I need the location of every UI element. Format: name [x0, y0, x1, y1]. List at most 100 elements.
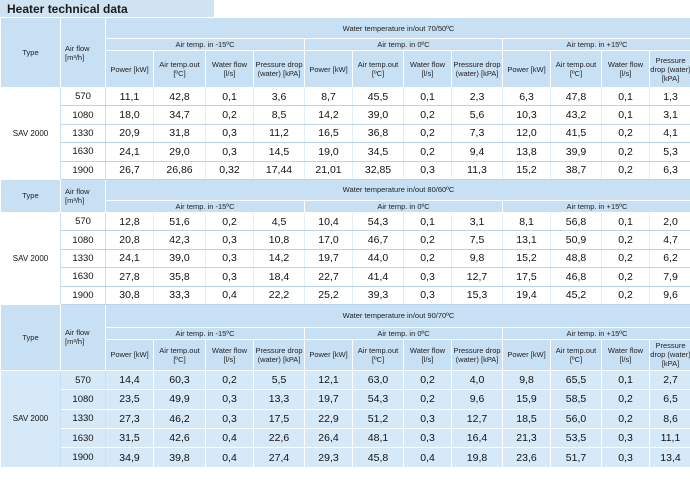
value-cell: 46,8 [550, 267, 602, 287]
value-cell: 12,0 [502, 123, 551, 144]
value-cell: 39,9 [550, 142, 602, 162]
value-cell: 19,7 [304, 389, 353, 410]
value-cell: 50,9 [550, 230, 602, 250]
value-cell: 4,5 [253, 211, 305, 232]
value-cell: 0,3 [205, 389, 254, 410]
value-cell: 0,2 [601, 285, 650, 305]
value-cell: 0,2 [205, 369, 254, 391]
table-row: 1900 30,8 33,3 0,4 22,2 25,2 39,3 0,3 15,3 19,4 45… [1, 285, 690, 305]
value-cell: 39,3 [352, 285, 404, 305]
airflow-cell: 1630 [60, 142, 106, 162]
value-cell: 19,7 [304, 248, 353, 269]
value-cell: 15,9 [502, 389, 551, 410]
value-cell: 16,5 [304, 123, 353, 144]
temp-out-header: Air temp.out [ºC] [550, 338, 602, 371]
air-temp-group-header: Air temp. in +15ºC [502, 199, 690, 213]
value-cell: 27,3 [105, 408, 154, 430]
value-cell: 21,01 [304, 160, 353, 180]
value-cell: 17,0 [304, 230, 353, 250]
value-cell: 34,9 [105, 447, 154, 468]
value-cell: 42,3 [153, 230, 206, 250]
value-cell: 0,4 [205, 285, 254, 305]
value-cell: 23,6 [502, 447, 551, 468]
value-cell: 41,4 [352, 267, 404, 287]
airflow-cell: 1900 [60, 160, 106, 180]
value-cell: 11,3 [451, 160, 503, 180]
airflow-cell: 1080 [60, 105, 106, 125]
value-cell: 25,2 [304, 285, 353, 305]
airflow-cell: 570 [60, 211, 106, 232]
value-cell: 16,4 [451, 428, 503, 449]
value-cell: 34,7 [153, 105, 206, 125]
airflow-cell: 570 [60, 369, 106, 391]
value-cell: 2,3 [451, 86, 503, 107]
value-cell: 3,6 [253, 86, 305, 107]
value-cell: 13,8 [502, 142, 551, 162]
value-cell: 0,3 [403, 160, 452, 180]
value-cell: 46,7 [352, 230, 404, 250]
value-cell: 0,3 [601, 428, 650, 449]
value-cell: 63,0 [352, 369, 404, 391]
value-cell: 8,6 [649, 408, 690, 430]
value-cell: 6,3 [502, 86, 551, 107]
water-flow-header: Water flow [l/s] [403, 338, 452, 371]
value-cell: 45,2 [550, 285, 602, 305]
value-cell: 10,4 [304, 211, 353, 232]
value-cell: 12,7 [451, 408, 503, 430]
temp-out-header: Air temp.out [ºC] [352, 338, 404, 371]
table-row: 1080 18,0 34,7 0,2 8,5 14,2 39,0 0,2 5,6 10,3 43,2… [1, 105, 690, 125]
value-cell: 11,1 [105, 86, 154, 107]
table-row: 1330 27,3 46,2 0,3 17,5 22,9 51,2 0,3 12,7 18,5 56… [1, 408, 690, 430]
power-header: Power [kW] [502, 338, 551, 371]
value-cell: 0,2 [601, 248, 650, 269]
airflow-cell: 1080 [60, 230, 106, 250]
type-header: Type [0, 303, 61, 371]
value-cell: 42,8 [153, 86, 206, 107]
power-header: Power [kW] [304, 50, 353, 88]
value-cell: 9,8 [502, 369, 551, 391]
value-cell: 19,0 [304, 142, 353, 162]
value-cell: 3,1 [451, 211, 503, 232]
value-cell: 5,3 [649, 142, 690, 162]
power-header: Power [kW] [105, 50, 154, 88]
value-cell: 7,3 [451, 123, 503, 144]
water-flow-header: Water flow [l/s] [205, 338, 254, 371]
value-cell: 41,5 [550, 123, 602, 144]
value-cell: 0,3 [205, 408, 254, 430]
value-cell: 14,5 [253, 142, 305, 162]
air-temp-group-header: Air temp. in +15ºC [502, 38, 690, 51]
title-bar: Heater technical data [0, 0, 214, 17]
airflow-header: Air flow [m³/h] [60, 178, 106, 213]
value-cell: 31,8 [153, 123, 206, 144]
value-cell: 14,4 [105, 369, 154, 391]
table-row: 1630 24,1 29,0 0,3 14,5 19,0 34,5 0,2 9,4 13,8 39,… [1, 142, 690, 162]
water-temperature-header: Water temperature in/out 70/50ºC [105, 17, 690, 39]
value-cell: 39,8 [153, 447, 206, 468]
value-cell: 22,6 [253, 428, 305, 449]
air-temp-group-header: Air temp. in -15ºC [105, 199, 305, 213]
value-cell: 2,7 [649, 369, 690, 391]
value-cell: 35,8 [153, 267, 206, 287]
value-cell: 0,3 [403, 428, 452, 449]
heater-data-table: Type Air flow [m³/h] Water temperature in/… [0, 17, 690, 468]
table-block-3: Type Air flow [m³/h] Water temperature in/… [0, 303, 690, 468]
value-cell: 14,2 [253, 248, 305, 269]
value-cell: 1,3 [649, 86, 690, 107]
value-cell: 47,8 [550, 86, 602, 107]
value-cell: 0,2 [403, 248, 452, 269]
value-cell: 0,2 [601, 230, 650, 250]
value-cell: 0,3 [403, 285, 452, 305]
value-cell: 29,0 [153, 142, 206, 162]
table-row: SAV 2000 570 14,4 60,3 0,2 5,5 12,1 63,0 0,2 4,0 9… [0, 369, 690, 468]
value-cell: 9,8 [451, 248, 503, 269]
value-cell: 38,7 [550, 160, 602, 180]
value-cell: 31,5 [105, 428, 154, 449]
value-cell: 20,8 [105, 230, 154, 250]
water-flow-header: Water flow [l/s] [601, 50, 650, 88]
value-cell: 17,5 [253, 408, 305, 430]
table-row: 1330 20,9 31,8 0,3 11,2 16,5 36,8 0,2 7,3 12,0 41,… [1, 123, 690, 144]
value-cell: 53,5 [550, 428, 602, 449]
value-cell: 12,1 [304, 369, 353, 391]
value-cell: 27,4 [253, 447, 305, 468]
table-row: SAV 2000 570 11,1 42,8 0,1 3,6 8,7 45,5 0,1 2,3 6,… [0, 86, 690, 180]
